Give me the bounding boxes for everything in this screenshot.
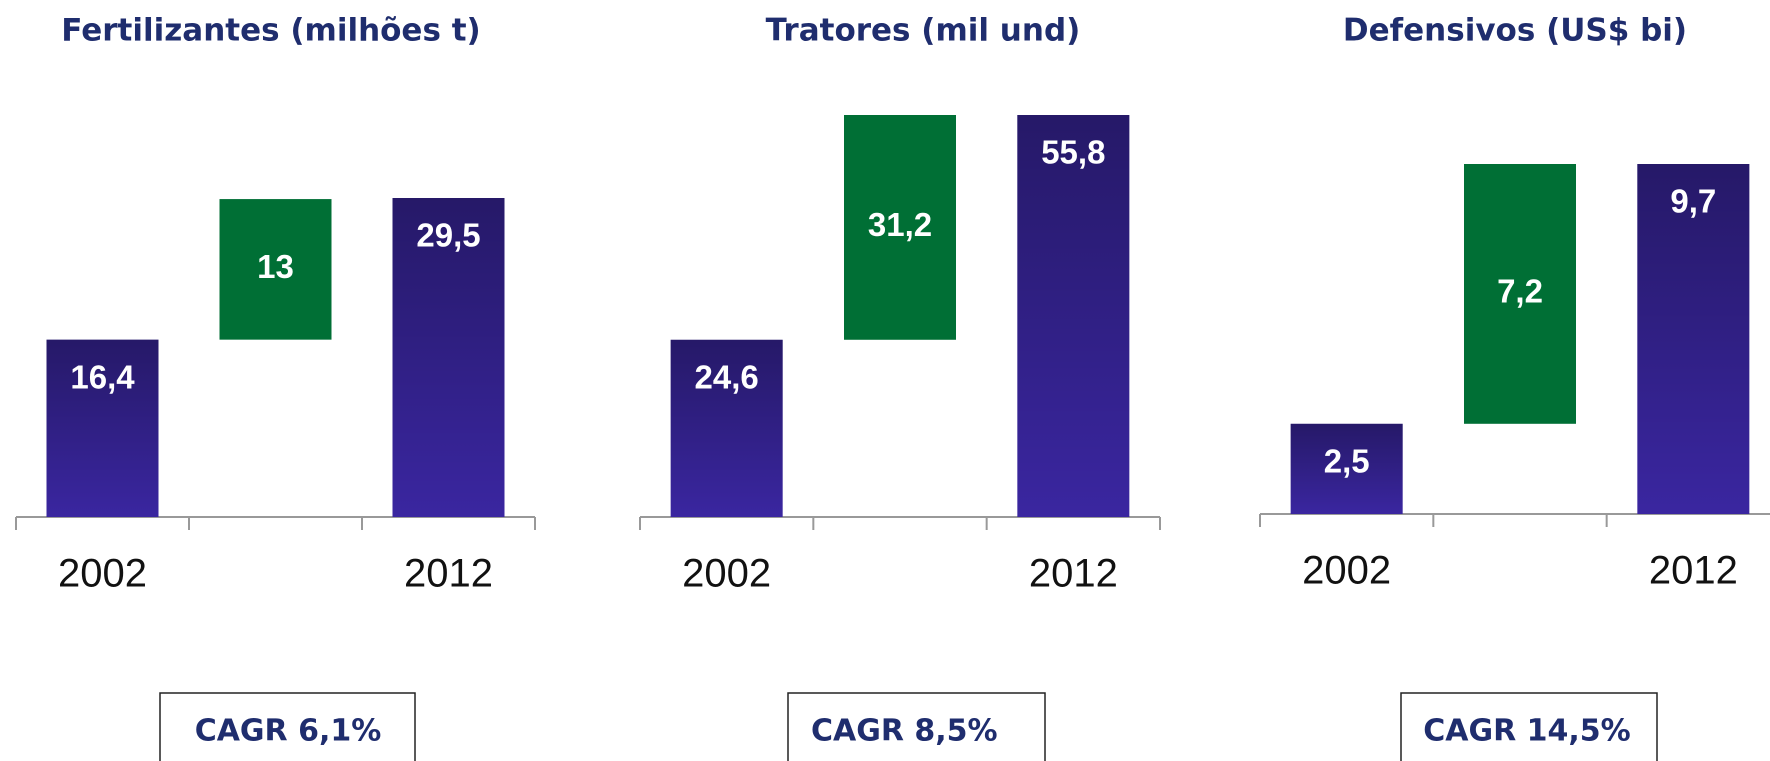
value-label: 29,5	[416, 217, 480, 254]
bar-shade	[670, 339, 783, 517]
annotation: CAGR 6,1%	[195, 714, 382, 749]
bar	[1464, 164, 1576, 424]
value-label: 13	[257, 248, 294, 285]
value-label: 24,6	[695, 358, 759, 395]
value-label: 16,4	[70, 358, 135, 395]
x-tick-label: 2012	[1029, 552, 1118, 596]
x-tick-label: 2012	[1649, 549, 1738, 593]
chart-title: Fertilizantes (milhões t)	[61, 13, 480, 49]
x-tick-label: 2002	[58, 552, 147, 596]
value-label: 55,8	[1041, 134, 1105, 171]
bar	[844, 115, 956, 340]
bar-shade	[1637, 164, 1750, 514]
value-label: 9,7	[1670, 183, 1716, 220]
bar-shade	[46, 339, 159, 517]
annotation-box	[159, 692, 416, 761]
bar-shade	[1290, 423, 1403, 514]
value-label: 2,5	[1324, 443, 1370, 480]
annotation: CAGR 14,5%	[1423, 714, 1630, 749]
annotation-box	[787, 692, 1046, 761]
x-tick-label: 2002	[682, 552, 771, 596]
value-label: 7,2	[1497, 273, 1543, 310]
value-label: 31,2	[868, 206, 932, 243]
bar-shade	[392, 198, 505, 517]
x-tick-label: 2012	[404, 552, 493, 596]
chart-title: Defensivos (US$ bi)	[1343, 13, 1687, 49]
bar	[219, 199, 332, 340]
chart-title: Tratores (mil und)	[766, 13, 1081, 49]
bar-shade	[1017, 115, 1130, 517]
annotation: CAGR 8,5%	[811, 714, 998, 749]
x-tick-label: 2002	[1302, 549, 1391, 593]
annotation-box	[1400, 692, 1658, 761]
